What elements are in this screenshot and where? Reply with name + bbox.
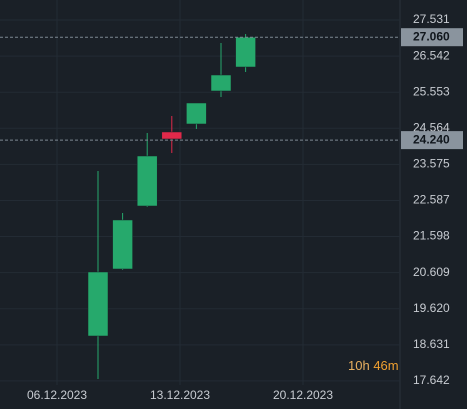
countdown: 10h 46m (348, 358, 399, 373)
y-tick-label: 17.642 (413, 373, 450, 387)
candle-body (235, 36, 256, 68)
x-tick-label: 13.12.2023 (150, 388, 210, 402)
y-tick-label: 21.598 (413, 229, 450, 243)
countdown-hours: 10h (348, 358, 370, 373)
y-tick-label: 19.620 (413, 301, 450, 315)
y-tick-label: 25.553 (413, 84, 450, 98)
y-tick-label: 27.531 (413, 12, 450, 26)
candle-body (161, 131, 183, 140)
y-tick-label: 23.575 (413, 157, 450, 171)
candle-body (210, 74, 232, 92)
countdown-minutes: 46m (373, 358, 398, 373)
y-tick-label: 24.564 (413, 120, 450, 134)
candle-body (186, 102, 207, 125)
x-tick-label: 20.12.2023 (273, 388, 333, 402)
y-tick-label: 20.609 (413, 265, 450, 279)
candle-body (87, 271, 109, 337)
price-label-box (401, 131, 463, 150)
price-label: 24.240 (413, 132, 450, 146)
y-tick-label: 18.631 (413, 337, 450, 351)
price-label: 27.060 (413, 29, 450, 43)
y-tick-label: 22.587 (413, 193, 450, 207)
price-label-box (401, 28, 463, 47)
candle-body (136, 155, 158, 207)
y-tick-label: 26.542 (413, 48, 450, 62)
x-tick-label: 06.12.2023 (27, 388, 87, 402)
candle-body (112, 219, 133, 270)
